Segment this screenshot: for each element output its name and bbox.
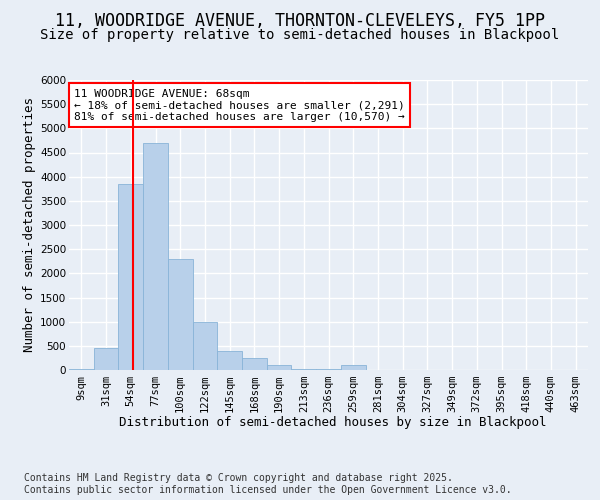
Bar xyxy=(217,350,242,370)
Y-axis label: Number of semi-detached properties: Number of semi-detached properties xyxy=(23,98,36,352)
Bar xyxy=(168,259,193,370)
Text: Size of property relative to semi-detached houses in Blackpool: Size of property relative to semi-detach… xyxy=(40,28,560,42)
Text: 11 WOODRIDGE AVENUE: 68sqm
← 18% of semi-detached houses are smaller (2,291)
81%: 11 WOODRIDGE AVENUE: 68sqm ← 18% of semi… xyxy=(74,88,405,122)
Text: Contains HM Land Registry data © Crown copyright and database right 2025.
Contai: Contains HM Land Registry data © Crown c… xyxy=(24,474,512,495)
Bar xyxy=(118,184,143,370)
Bar xyxy=(94,348,118,370)
Bar xyxy=(267,365,292,370)
Bar xyxy=(292,368,316,370)
Bar xyxy=(242,358,267,370)
Bar xyxy=(341,365,365,370)
Text: 11, WOODRIDGE AVENUE, THORNTON-CLEVELEYS, FY5 1PP: 11, WOODRIDGE AVENUE, THORNTON-CLEVELEYS… xyxy=(55,12,545,30)
Bar xyxy=(69,368,94,370)
Bar xyxy=(193,322,217,370)
Bar xyxy=(143,143,168,370)
Text: Distribution of semi-detached houses by size in Blackpool: Distribution of semi-detached houses by … xyxy=(119,416,547,429)
